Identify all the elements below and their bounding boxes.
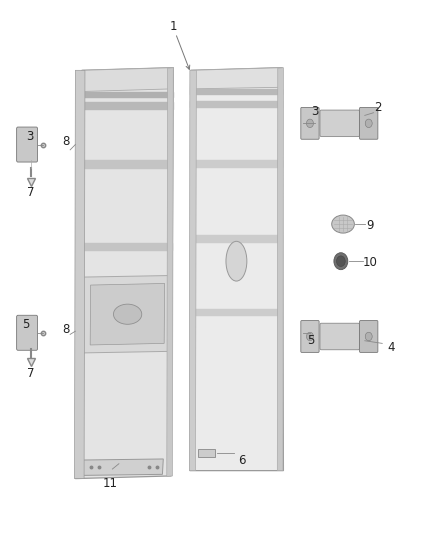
Circle shape <box>336 256 345 266</box>
Polygon shape <box>190 68 283 471</box>
Text: 5: 5 <box>307 334 315 347</box>
FancyBboxPatch shape <box>17 127 38 162</box>
Polygon shape <box>81 459 163 475</box>
Polygon shape <box>277 68 283 471</box>
Text: 11: 11 <box>102 478 118 490</box>
FancyBboxPatch shape <box>320 323 360 350</box>
Polygon shape <box>75 68 173 479</box>
FancyBboxPatch shape <box>301 108 319 139</box>
Polygon shape <box>189 70 196 471</box>
Text: 8: 8 <box>62 135 70 148</box>
FancyBboxPatch shape <box>360 108 378 139</box>
Ellipse shape <box>332 215 354 233</box>
Text: 7: 7 <box>27 186 35 199</box>
Text: 9: 9 <box>367 219 374 232</box>
Polygon shape <box>90 284 165 345</box>
Polygon shape <box>74 70 85 479</box>
Text: 3: 3 <box>26 130 33 143</box>
Circle shape <box>365 119 372 127</box>
FancyBboxPatch shape <box>301 320 319 352</box>
Polygon shape <box>167 68 173 477</box>
Text: 8: 8 <box>62 322 70 336</box>
Text: 1: 1 <box>170 20 177 33</box>
Circle shape <box>334 253 348 270</box>
Text: 7: 7 <box>27 367 35 380</box>
Circle shape <box>365 332 372 341</box>
FancyBboxPatch shape <box>17 316 38 350</box>
Text: 5: 5 <box>21 318 29 332</box>
Text: 6: 6 <box>238 454 245 466</box>
Text: 3: 3 <box>311 104 318 118</box>
FancyBboxPatch shape <box>360 320 378 352</box>
Polygon shape <box>198 449 215 457</box>
Ellipse shape <box>226 241 247 281</box>
Text: 4: 4 <box>387 341 395 353</box>
Polygon shape <box>190 68 282 89</box>
Text: 10: 10 <box>363 256 378 269</box>
Ellipse shape <box>113 304 142 324</box>
Polygon shape <box>82 276 171 353</box>
Polygon shape <box>81 68 173 92</box>
Text: 2: 2 <box>374 101 381 114</box>
Circle shape <box>307 332 314 341</box>
Circle shape <box>307 119 314 127</box>
FancyBboxPatch shape <box>320 110 360 136</box>
